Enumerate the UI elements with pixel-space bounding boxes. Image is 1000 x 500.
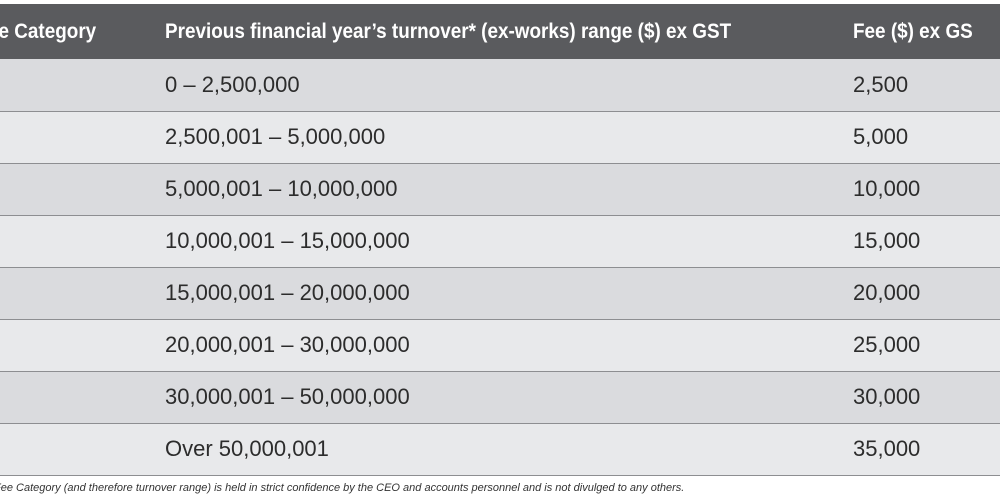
- cell-fee: 5,000: [853, 124, 909, 149]
- cell-category: 1: [0, 59, 165, 111]
- table-row: 2 2,500,001 – 5,000,000 5,000: [0, 111, 1000, 163]
- cell-fee: 35,000: [853, 436, 921, 461]
- cell-range: 10,000,001 – 15,000,000: [165, 228, 410, 253]
- table-row: 3 5,000,001 – 10,000,000 10,000: [0, 163, 1000, 215]
- cell-category: 8: [0, 423, 165, 475]
- table-row: 1 0 – 2,500,000 2,500: [0, 59, 1000, 111]
- header-fee-category: ee Category: [0, 19, 97, 43]
- cell-range: 5,000,001 – 10,000,000: [165, 176, 398, 201]
- header-fee: Fee ($) ex GS: [853, 19, 973, 43]
- table-row: 4 10,000,001 – 15,000,000 15,000: [0, 215, 1000, 267]
- cell-fee: 20,000: [853, 280, 921, 305]
- cell-range: Over 50,000,001: [165, 436, 329, 461]
- cell-fee: 25,000: [853, 332, 921, 357]
- header-row: ee Category Previous financial year’s tu…: [0, 4, 1000, 59]
- table-row: 8 Over 50,000,001 35,000: [0, 423, 1000, 475]
- cell-range: 15,000,001 – 20,000,000: [165, 280, 410, 305]
- cell-range: 30,000,001 – 50,000,000: [165, 384, 410, 409]
- table-row: 7 30,000,001 – 50,000,000 30,000: [0, 371, 1000, 423]
- cell-fee: 10,000: [853, 176, 921, 201]
- table-body: 1 0 – 2,500,000 2,500 2 2,500,001 – 5,00…: [0, 59, 1000, 475]
- table-row: 5 15,000,001 – 20,000,000 20,000: [0, 267, 1000, 319]
- table-row: 6 20,000,001 – 30,000,000 25,000: [0, 319, 1000, 371]
- cell-fee: 2,500: [853, 71, 909, 97]
- cell-range: 0 – 2,500,000: [165, 71, 300, 97]
- cell-category: 7: [0, 371, 165, 423]
- footnote: Fee Category (and therefore turnover ran…: [0, 482, 685, 494]
- cell-fee: 15,000: [853, 228, 921, 253]
- cell-category: 2: [0, 111, 165, 163]
- cell-range: 20,000,001 – 30,000,000: [165, 332, 410, 357]
- cell-range: 2,500,001 – 5,000,000: [165, 124, 386, 149]
- table-header: ee Category Previous financial year’s tu…: [0, 4, 1000, 59]
- header-turnover-range: Previous financial year’s turnover* (ex-…: [165, 19, 732, 43]
- cell-category: 3: [0, 163, 165, 215]
- top-border: [0, 0, 1000, 4]
- fee-table: ee Category Previous financial year’s tu…: [0, 4, 1000, 476]
- cell-category: 5: [0, 267, 165, 319]
- cell-category: 6: [0, 319, 165, 371]
- cell-fee: 30,000: [853, 384, 921, 409]
- cell-category: 4: [0, 215, 165, 267]
